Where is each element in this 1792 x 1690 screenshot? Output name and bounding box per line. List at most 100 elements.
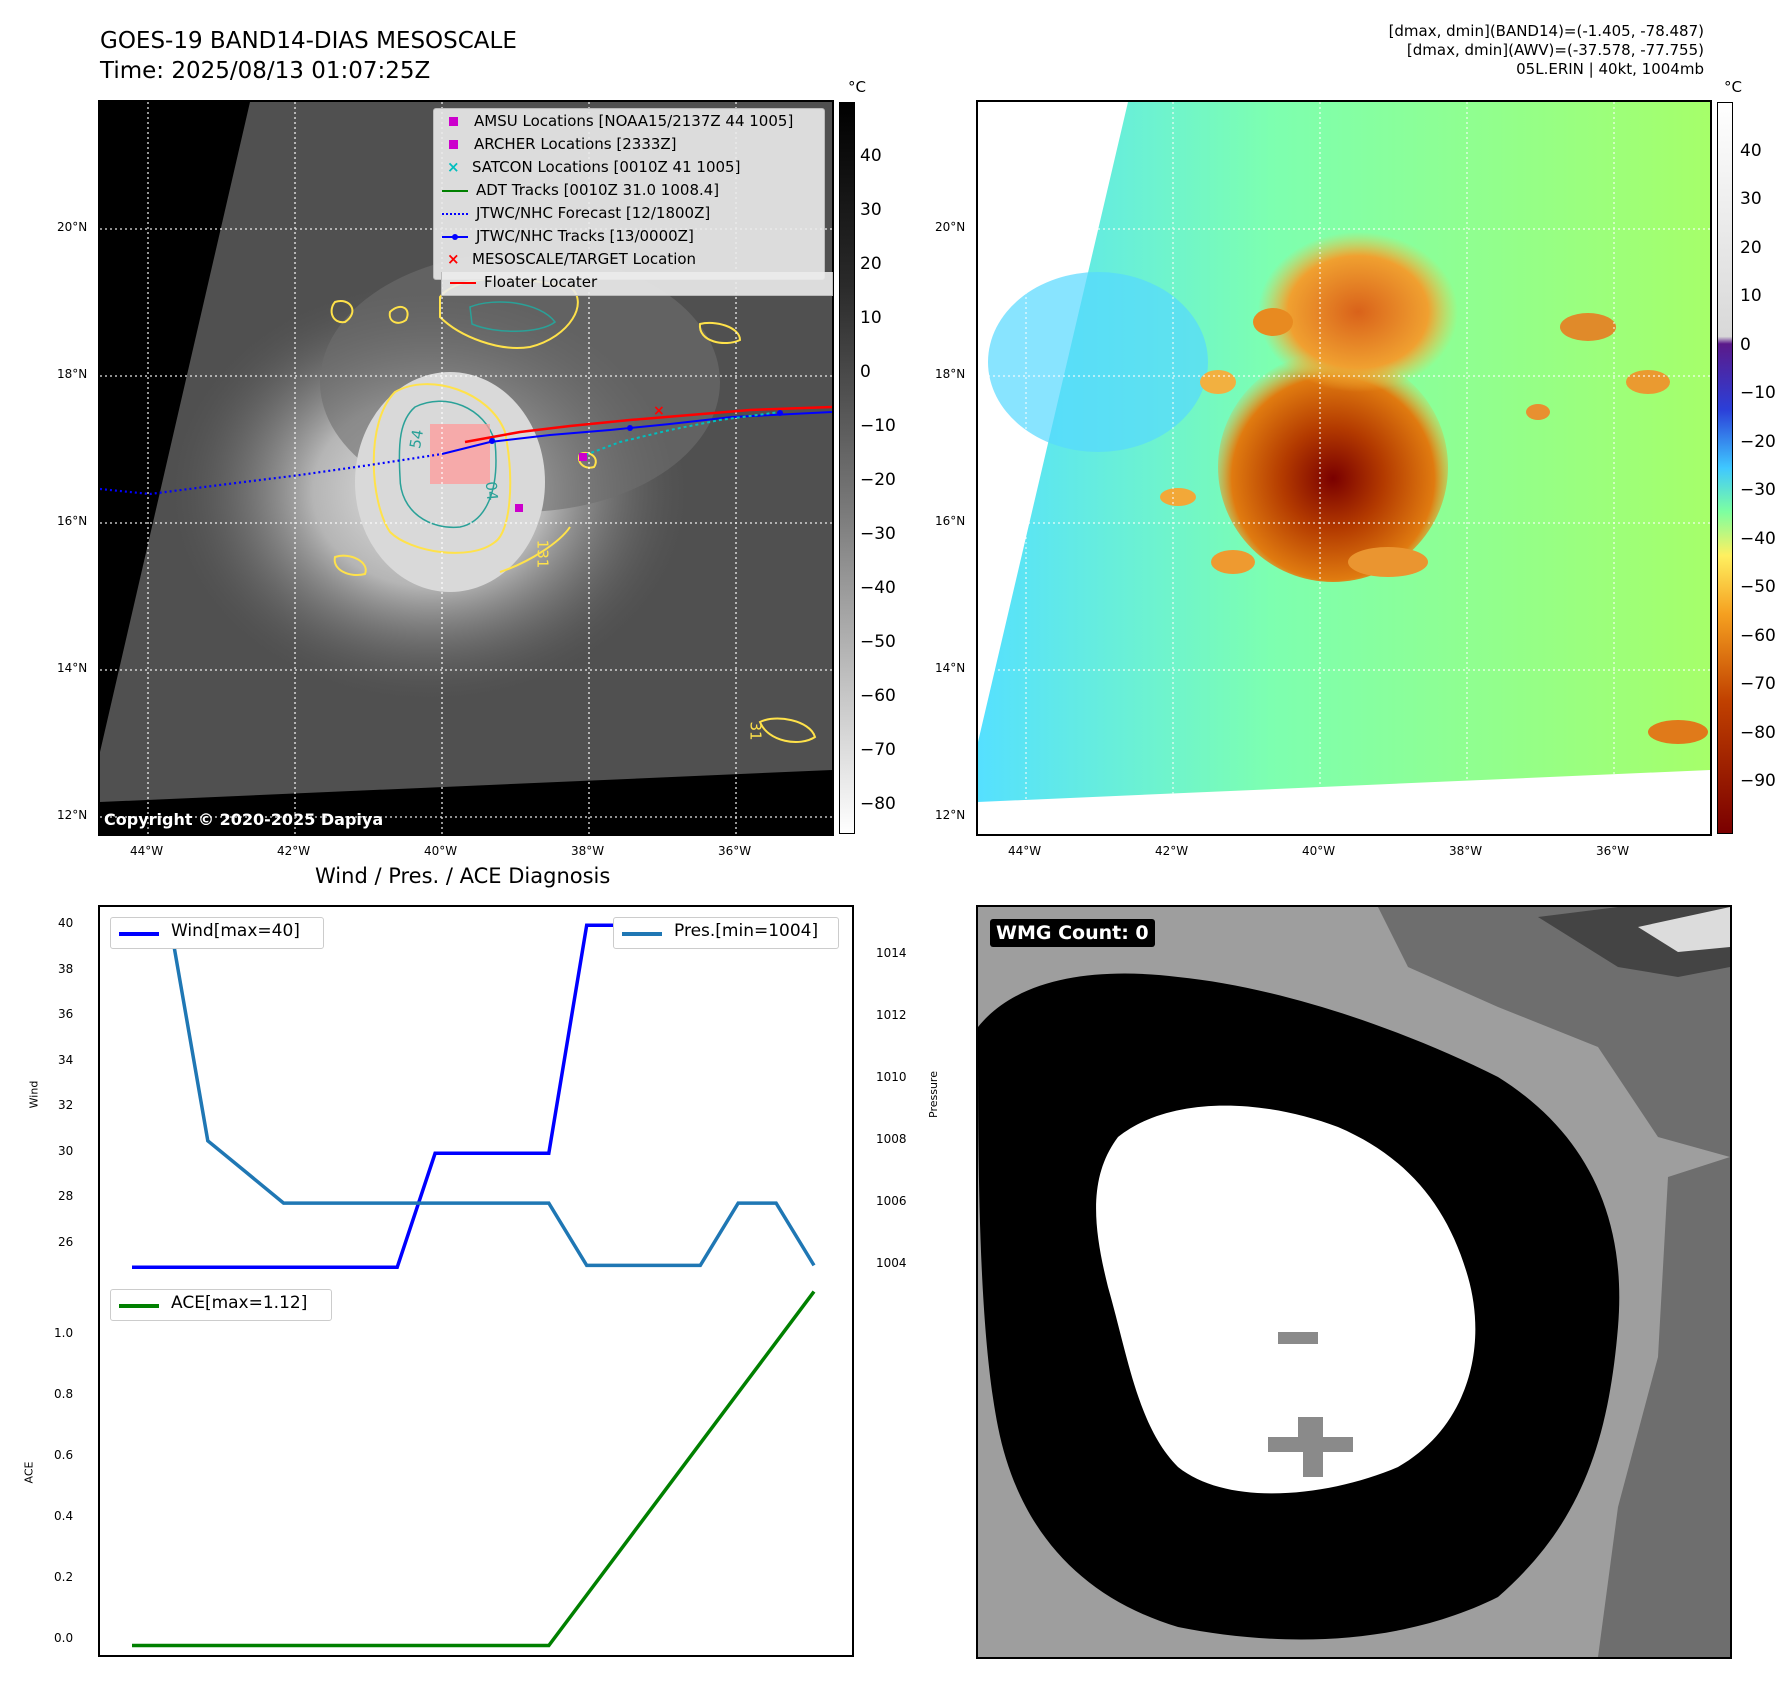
lon-tick-38: 38°W xyxy=(571,844,605,858)
contour-label-131: 131 xyxy=(533,539,552,569)
wind-legend-label: Wind[max=40] xyxy=(171,921,300,941)
floater-line xyxy=(464,405,832,444)
awv-lon-tick-40: 40°W xyxy=(1302,844,1336,858)
x-marker-icon: × xyxy=(447,250,460,268)
cbr-m40: −40 xyxy=(1740,529,1776,549)
track-dot-2 xyxy=(627,425,633,431)
wind-tick-28: 28 xyxy=(58,1189,74,1203)
wind-series-line xyxy=(132,923,814,1270)
wind-tick-38: 38 xyxy=(58,962,74,976)
contour-n2 xyxy=(388,305,409,324)
info-block: [dmax, dmin](BAND14)=(-1.405, -78.487) [… xyxy=(1389,22,1704,79)
amsu-marker xyxy=(515,504,523,512)
off-disk-left xyxy=(100,102,250,752)
ace-tick-0.8: 0.8 xyxy=(54,1387,74,1401)
pres-tick-1012: 1012 xyxy=(876,1008,907,1022)
awv-lon-tick-42: 42°W xyxy=(1155,844,1189,858)
ir-map-panel: × 54 04 131 31 Copyright © 2020-2025 Dap… xyxy=(98,100,834,836)
ace-tick-0.0: 0.0 xyxy=(54,1631,74,1645)
cbr-m60: −60 xyxy=(1740,626,1776,646)
cbl-20: 20 xyxy=(860,254,882,274)
x-marker-icon: × xyxy=(447,158,460,176)
core-highlight xyxy=(430,424,490,484)
awv-blob-4 xyxy=(1626,370,1670,394)
ace-series-line xyxy=(132,1290,816,1648)
wind-tick-40: 40 xyxy=(58,916,74,930)
cbr-m30: −30 xyxy=(1740,480,1776,500)
cbr-m90: −90 xyxy=(1740,771,1776,791)
colorbar-left-unit: °C xyxy=(848,78,866,96)
off-disk-bottom xyxy=(100,770,832,834)
title-line-2: Time: 2025/08/13 01:07:25Z xyxy=(100,58,431,84)
contour-ne xyxy=(698,321,742,344)
ace-chart: ACE[max=1.12] xyxy=(98,1279,854,1657)
diagnosis-title: Wind / Pres. / ACE Diagnosis xyxy=(315,864,611,888)
awv-blob-7 xyxy=(1348,547,1428,577)
wind-pressure-svg xyxy=(132,920,816,1270)
legend-item-forecast: JTWC/NHC Forecast [12/1800Z] xyxy=(442,204,710,224)
awv-graticule xyxy=(978,102,1710,834)
square-marker-icon xyxy=(449,140,458,149)
contour-teal-core xyxy=(398,400,497,529)
awv-blob-2 xyxy=(1200,370,1236,394)
map-legend: AMSU Locations [NOAA15/2137Z 44 1005] AR… xyxy=(433,108,825,280)
awv-lon-tick-44: 44°W xyxy=(1008,844,1042,858)
awv-lat-tick-16: 16°N xyxy=(935,514,966,528)
wmg-count-label: WMG Count: 0 xyxy=(990,919,1155,947)
ace-tick-0.2: 0.2 xyxy=(54,1570,74,1584)
wmg-gray-cross xyxy=(1268,1417,1353,1477)
awv-blob-6 xyxy=(1211,550,1255,574)
awv-lat-tick-14: 14°N xyxy=(935,661,966,675)
ace-tick-1.0: 1.0 xyxy=(54,1326,74,1340)
contour-spiral xyxy=(499,526,571,573)
cbl-m20: −20 xyxy=(860,470,896,490)
cbr-20: 20 xyxy=(1740,238,1762,258)
awv-blob-9 xyxy=(1648,720,1708,744)
wmg-white-core xyxy=(1096,1105,1476,1494)
cbl-m70: −70 xyxy=(860,740,896,760)
wind-tick-36: 36 xyxy=(58,1007,74,1021)
wind-tick-26: 26 xyxy=(58,1235,74,1249)
cbr-m80: −80 xyxy=(1740,723,1776,743)
lat-tick-20: 20°N xyxy=(57,220,88,234)
legend-item-satcon: × SATCON Locations [0010Z 41 1005] xyxy=(447,158,741,176)
cbr-m10: −10 xyxy=(1740,383,1776,403)
wmg-gray-cell-1 xyxy=(1278,1332,1318,1344)
pres-tick-1010: 1010 xyxy=(876,1070,907,1084)
awv-lat-tick-12: 12°N xyxy=(935,808,966,822)
copyright-text: Copyright © 2020-2025 Dapiya xyxy=(104,810,384,829)
lat-tick-16: 16°N xyxy=(57,514,88,528)
colorbar-right-unit: °C xyxy=(1724,78,1742,96)
legend-item-archer: ARCHER Locations [2333Z] xyxy=(442,135,677,155)
teal-contours xyxy=(398,301,557,529)
solid-line-icon xyxy=(450,281,476,284)
moist-region xyxy=(988,272,1208,452)
track-dot-3 xyxy=(777,410,783,416)
cbr-m50: −50 xyxy=(1740,577,1776,597)
cbl-0: 0 xyxy=(860,362,871,382)
legend-item-adt: ADT Tracks [0010Z 31.0 1008.4] xyxy=(442,181,719,201)
wmg-dark-gray-e xyxy=(1598,1157,1730,1657)
cbl-m30: −30 xyxy=(860,524,896,544)
info-line-1: [dmax, dmin](BAND14)=(-1.405, -78.487) xyxy=(1388,22,1704,40)
cbl-10: 10 xyxy=(860,308,882,328)
chart-title: GOES-19 BAND14-DIAS MESOSCALE Time: 2025… xyxy=(100,26,517,86)
square-marker-icon xyxy=(449,117,458,126)
contour-se xyxy=(758,717,817,743)
lon-tick-44: 44°W xyxy=(130,844,164,858)
awv-blob-1 xyxy=(1253,308,1293,336)
colorbar-left xyxy=(839,102,855,834)
wind-tick-30: 30 xyxy=(58,1144,74,1158)
ace-legend-label: ACE[max=1.12] xyxy=(171,1293,308,1313)
pres-tick-1008: 1008 xyxy=(876,1132,907,1146)
title-line-1: GOES-19 BAND14-DIAS MESOSCALE xyxy=(100,28,517,54)
info-line-2: [dmax, dmin](AWV)=(-37.578, -77.755) xyxy=(1406,41,1704,59)
cbl-30: 30 xyxy=(860,200,882,220)
wind-pressure-chart: Wind[max=40] Pres.[min=1004] xyxy=(98,905,854,1283)
pressure-legend: Pres.[min=1004] xyxy=(613,917,839,949)
lat-tick-18: 18°N xyxy=(57,367,88,381)
wind-tick-32: 32 xyxy=(58,1098,74,1112)
contour-label-54: 54 xyxy=(406,428,428,450)
cbl-m50: −50 xyxy=(860,632,896,652)
forecast-track-line xyxy=(100,452,443,496)
